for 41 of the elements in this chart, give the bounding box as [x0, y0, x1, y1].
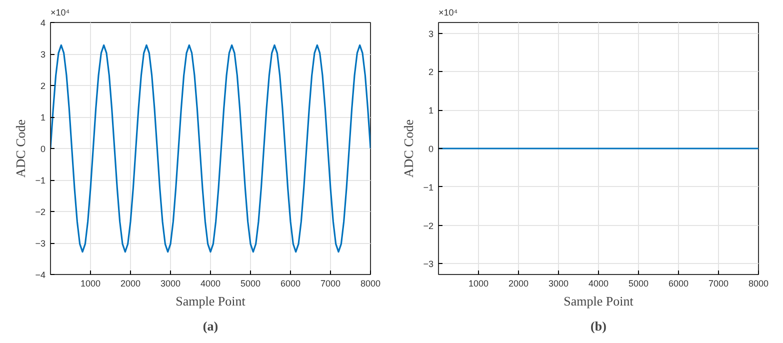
- text: (b): [590, 318, 606, 334]
- x-tick-label: 2000: [120, 278, 141, 288]
- x-tick-label: 4000: [200, 278, 221, 288]
- y-tick-label: 3: [40, 50, 46, 60]
- y-tick-label: 0: [428, 144, 434, 154]
- text: (a): [202, 318, 218, 334]
- y-axis-title: ADC Code: [13, 119, 28, 178]
- x-tick-label: 6000: [280, 278, 301, 288]
- y-axis-title: ADC Code: [401, 119, 416, 178]
- y-tick-label: −3: [423, 259, 434, 270]
- line-series: [50, 44, 370, 253]
- x-tick-label: 1000: [468, 278, 489, 288]
- y-tick-label: 0: [40, 144, 46, 154]
- x-tick-label: 4000: [588, 278, 609, 288]
- y-tick-label: −1: [423, 182, 434, 192]
- y-tick-label: 1: [40, 112, 46, 122]
- x-tick-label: 7000: [708, 278, 729, 288]
- text: ×10⁴: [438, 8, 458, 18]
- y-tick-label: −4: [35, 270, 46, 280]
- y-tick-label: 2: [40, 81, 46, 91]
- x-tick-label: 8000: [748, 278, 769, 288]
- x-tick-label: 3000: [548, 278, 569, 288]
- x-tick-label: 5000: [240, 278, 261, 288]
- x-tick-label: 3000: [160, 278, 181, 288]
- x-tick-label: 6000: [668, 278, 689, 288]
- x-tick-label: 7000: [320, 278, 341, 288]
- y-tick-label: −3: [35, 238, 46, 248]
- y-tick-label: −2: [423, 220, 434, 231]
- x-tick-label: 5000: [628, 278, 649, 288]
- x-axis-title: Sample Point: [564, 294, 634, 308]
- text: ×10⁴: [50, 8, 70, 18]
- y-tick-label: 4: [40, 18, 46, 28]
- x-tick-label: 2000: [508, 278, 529, 288]
- y-tick-label: −1: [35, 176, 46, 186]
- x-tick-label: 8000: [360, 278, 381, 288]
- x-axis-title: Sample Point: [176, 294, 246, 308]
- y-tick-label: −2: [35, 207, 46, 217]
- y-tick-label: 1: [428, 106, 434, 116]
- y-tick-label: 2: [428, 67, 434, 78]
- x-tick-label: 1000: [80, 278, 101, 288]
- y-tick-label: 3: [428, 28, 434, 39]
